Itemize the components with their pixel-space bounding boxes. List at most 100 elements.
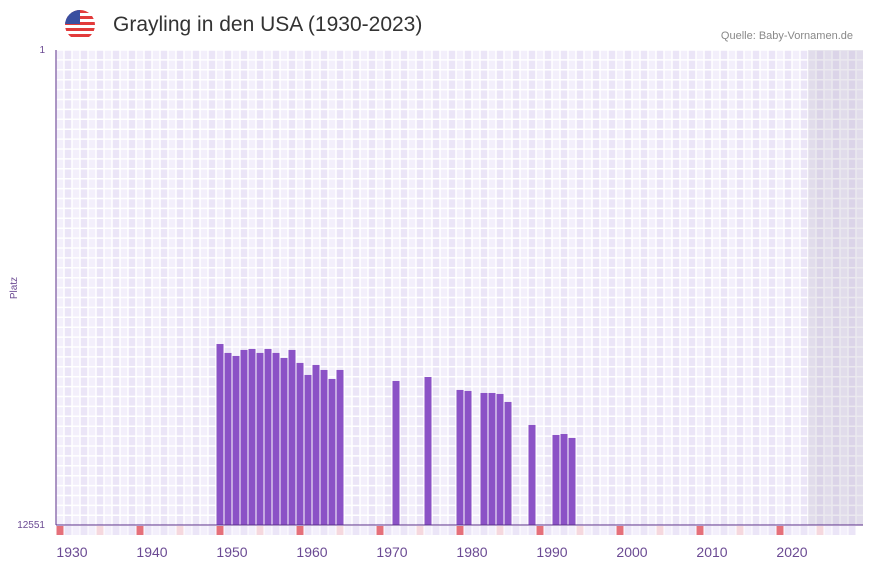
decade-marker (216, 526, 224, 535)
decade-marker (232, 526, 240, 535)
bar-1990 (552, 434, 560, 525)
decade-marker (440, 526, 448, 535)
decade-marker (448, 526, 456, 535)
decade-marker (616, 526, 624, 535)
decade-marker (760, 526, 768, 535)
decade-marker (848, 526, 856, 535)
decade-marker (560, 526, 568, 535)
decade-marker (520, 526, 528, 535)
decade-marker (176, 526, 184, 535)
decade-marker (312, 526, 320, 535)
decade-marker (512, 526, 520, 535)
decade-marker (552, 526, 560, 535)
bar-1958 (296, 362, 304, 525)
decade-marker (224, 526, 232, 535)
bar-1992 (568, 437, 576, 525)
decade-marker (296, 526, 304, 535)
decade-marker (816, 526, 824, 535)
bar-1951 (240, 349, 248, 525)
bar-1962 (328, 378, 336, 525)
x-tick-label: 1970 (376, 544, 407, 560)
decade-marker (56, 526, 64, 535)
decade-marker (184, 526, 192, 535)
decade-marker (456, 526, 464, 535)
decade-marker (304, 526, 312, 535)
decade-marker (696, 526, 704, 535)
decade-marker (608, 526, 616, 535)
decade-marker (664, 526, 672, 535)
decade-marker (504, 526, 512, 535)
decade-marker (272, 526, 280, 535)
decade-marker (472, 526, 480, 535)
bar-1959 (304, 374, 312, 525)
decade-marker (792, 526, 800, 535)
decade-marker (80, 526, 88, 535)
bar-1952 (248, 348, 256, 525)
decade-marker (376, 526, 384, 535)
source-link[interactable]: Quelle: Baby-Vornamen.de (720, 30, 853, 42)
x-tick-label: 1940 (136, 544, 167, 560)
decade-marker (72, 526, 80, 535)
decade-marker (336, 526, 344, 535)
decade-marker (584, 526, 592, 535)
decade-marker (424, 526, 432, 535)
bar-1948 (216, 344, 224, 525)
x-tick-label: 1950 (216, 544, 247, 560)
x-tick-label: 1960 (296, 544, 327, 560)
future-shading (808, 50, 863, 525)
decade-marker (600, 526, 608, 535)
bar-1961 (320, 369, 328, 525)
decade-marker (120, 526, 128, 535)
decade-marker (400, 526, 408, 535)
x-tick-label: 2000 (616, 544, 647, 560)
decade-marker (368, 526, 376, 535)
decade-marker (496, 526, 504, 535)
decade-marker (352, 526, 360, 535)
bar-1955 (272, 352, 280, 525)
decade-marker (256, 526, 264, 535)
decade-marker (328, 526, 336, 535)
decade-marker (208, 526, 216, 535)
decade-marker (136, 526, 144, 535)
decade-marker (384, 526, 392, 535)
usa-flag-icon (65, 10, 95, 40)
bar-1979 (464, 390, 472, 525)
bar-1954 (264, 348, 272, 525)
bar-1987 (528, 424, 536, 525)
decade-marker (768, 526, 776, 535)
bar-1950 (232, 355, 240, 525)
decade-marker (488, 526, 496, 535)
decade-marker (840, 526, 848, 535)
decade-marker (264, 526, 272, 535)
decade-marker (592, 526, 600, 535)
decade-marker (808, 526, 816, 535)
y-axis-label: Platz (9, 277, 20, 299)
decade-marker (192, 526, 200, 535)
decade-marker (712, 526, 720, 535)
x-tick-label: 1980 (456, 544, 487, 560)
decade-marker (528, 526, 536, 535)
decade-marker (152, 526, 160, 535)
decade-marker (408, 526, 416, 535)
bar-1983 (496, 393, 504, 525)
decade-marker (640, 526, 648, 535)
bar-1991 (560, 434, 568, 525)
x-tick-label: 2020 (776, 544, 807, 560)
x-tick-label: 1930 (56, 544, 87, 560)
decade-marker (344, 526, 352, 535)
decade-marker (464, 526, 472, 535)
decade-marker (576, 526, 584, 535)
decade-marker (544, 526, 552, 535)
bar-1982 (488, 392, 496, 525)
bar-1978 (456, 389, 464, 525)
bar-1970 (392, 380, 400, 525)
bar-1963 (336, 369, 344, 525)
decade-marker (632, 526, 640, 535)
decade-marker (104, 526, 112, 535)
decade-marker (480, 526, 488, 535)
decade-marker (128, 526, 136, 535)
bar-1984 (504, 401, 512, 525)
decade-marker (280, 526, 288, 535)
decade-marker (88, 526, 96, 535)
